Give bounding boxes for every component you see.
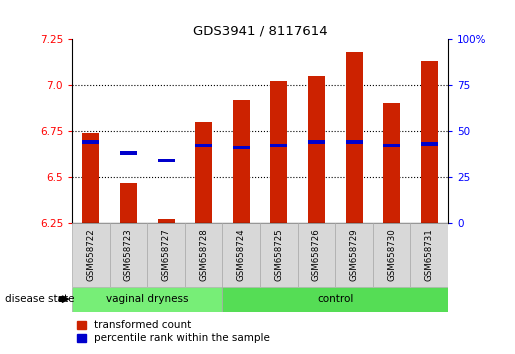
Text: GSM658729: GSM658729 <box>350 229 358 281</box>
Bar <box>233 146 250 149</box>
Bar <box>308 141 325 144</box>
Bar <box>270 144 287 147</box>
Bar <box>195 122 212 223</box>
Text: vaginal dryness: vaginal dryness <box>106 294 188 304</box>
Title: GDS3941 / 8117614: GDS3941 / 8117614 <box>193 25 328 38</box>
Bar <box>335 223 373 287</box>
Bar <box>72 223 110 287</box>
Text: GSM658727: GSM658727 <box>162 228 170 281</box>
Text: GSM658730: GSM658730 <box>387 228 396 281</box>
Text: control: control <box>317 294 353 304</box>
Bar <box>346 52 363 223</box>
Bar <box>222 287 448 312</box>
Text: GSM658731: GSM658731 <box>425 228 434 281</box>
Bar <box>158 219 175 223</box>
Bar <box>233 100 250 223</box>
Bar <box>373 223 410 287</box>
Text: GSM658726: GSM658726 <box>312 228 321 281</box>
Bar <box>120 152 137 155</box>
Bar <box>421 61 438 223</box>
Bar <box>120 183 137 223</box>
Bar <box>158 159 175 162</box>
Text: GSM658722: GSM658722 <box>87 228 95 281</box>
Bar <box>383 144 400 147</box>
Bar <box>82 133 99 223</box>
Bar <box>222 223 260 287</box>
Text: GSM658728: GSM658728 <box>199 228 208 281</box>
Legend: transformed count, percentile rank within the sample: transformed count, percentile rank withi… <box>77 320 270 343</box>
Bar <box>72 287 222 312</box>
Bar <box>410 223 448 287</box>
Bar <box>421 142 438 145</box>
Bar <box>383 103 400 223</box>
Bar <box>147 223 185 287</box>
Bar <box>298 223 335 287</box>
Bar <box>308 76 325 223</box>
Bar <box>82 141 99 144</box>
Bar <box>110 223 147 287</box>
Text: disease state: disease state <box>5 294 75 304</box>
Bar <box>185 223 222 287</box>
Bar <box>270 81 287 223</box>
Text: GSM658723: GSM658723 <box>124 228 133 281</box>
Text: GSM658724: GSM658724 <box>237 228 246 281</box>
Bar <box>195 144 212 147</box>
Bar <box>260 223 298 287</box>
Bar <box>346 141 363 144</box>
Text: GSM658725: GSM658725 <box>274 228 283 281</box>
